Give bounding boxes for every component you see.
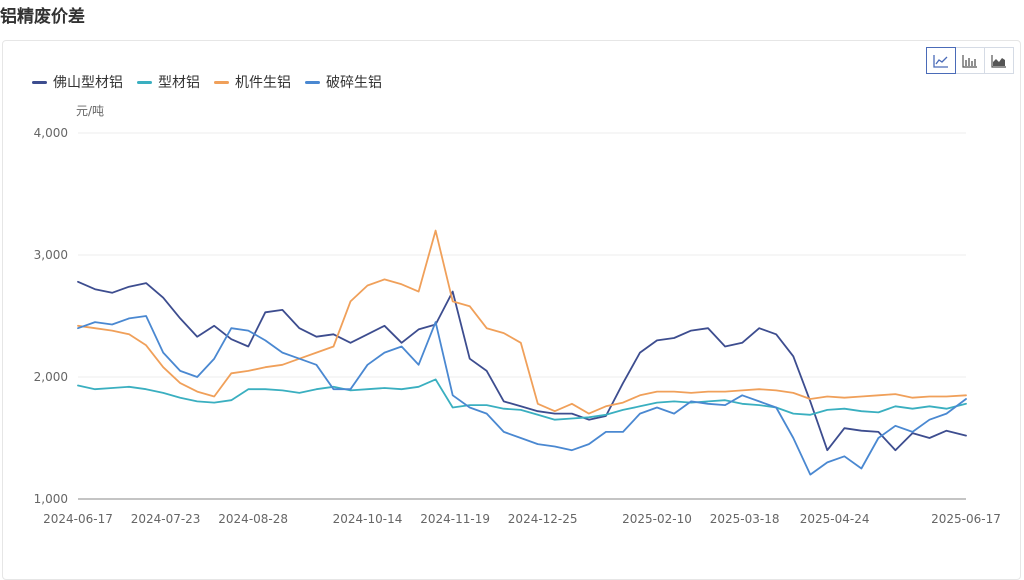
y-tick-label: 2,000	[34, 370, 68, 384]
line-chart-icon	[933, 54, 948, 68]
legend-label: 佛山型材铝	[53, 75, 123, 91]
chart-card	[2, 40, 1021, 580]
chart-legend: 佛山型材铝 型材铝 机件生铝 破碎生铝	[32, 72, 396, 92]
line-chart: 1,000 2,000 3,000 4,000 2024-06-17 2024-07-23…	[34, 126, 1001, 526]
series-line-0	[77, 280, 967, 452]
legend-swatch	[305, 80, 320, 84]
legend-label: 破碎生铝	[326, 75, 382, 91]
legend-swatch	[32, 80, 47, 84]
y-tick-label: 3,000	[34, 248, 68, 262]
line-chart-button[interactable]	[926, 47, 956, 74]
x-tick-label: 2024-06-17	[43, 512, 113, 526]
legend-label: 机件生铝	[235, 75, 291, 91]
y-tick-label: 1,000	[34, 492, 68, 506]
legend-swatch	[137, 80, 152, 84]
area-chart-icon	[991, 54, 1006, 68]
x-tick-label: 2025-02-10	[622, 512, 692, 526]
legend-item-series-3[interactable]: 破碎生铝	[305, 72, 382, 92]
series-line-2	[77, 229, 967, 415]
x-tick-label: 2024-12-25	[508, 512, 578, 526]
legend-item-series-1[interactable]: 型材铝	[137, 72, 200, 92]
x-tick-label: 2024-10-14	[333, 512, 403, 526]
x-tick-label: 2024-08-28	[218, 512, 288, 526]
legend-swatch	[214, 80, 229, 84]
x-tick-label: 2025-04-24	[800, 512, 870, 526]
legend-item-series-0[interactable]: 佛山型材铝	[32, 72, 123, 92]
x-tick-label: 2024-07-23	[131, 512, 201, 526]
legend-item-series-2[interactable]: 机件生铝	[214, 72, 291, 92]
area-chart-button[interactable]	[984, 47, 1014, 74]
x-tick-label: 2025-03-18	[710, 512, 780, 526]
x-tick-label: 2025-06-17	[931, 512, 1001, 526]
y-axis-unit-label: 元/吨	[76, 104, 105, 118]
bar-chart-icon	[962, 54, 977, 68]
y-tick-label: 4,000	[34, 126, 68, 140]
page-title: 铝精废价差	[0, 7, 85, 27]
chart-type-toolbar	[926, 47, 1014, 74]
series-line-1	[77, 378, 967, 421]
legend-label: 型材铝	[158, 75, 200, 91]
series-line-3	[77, 315, 967, 476]
x-tick-label: 2024-11-19	[420, 512, 490, 526]
